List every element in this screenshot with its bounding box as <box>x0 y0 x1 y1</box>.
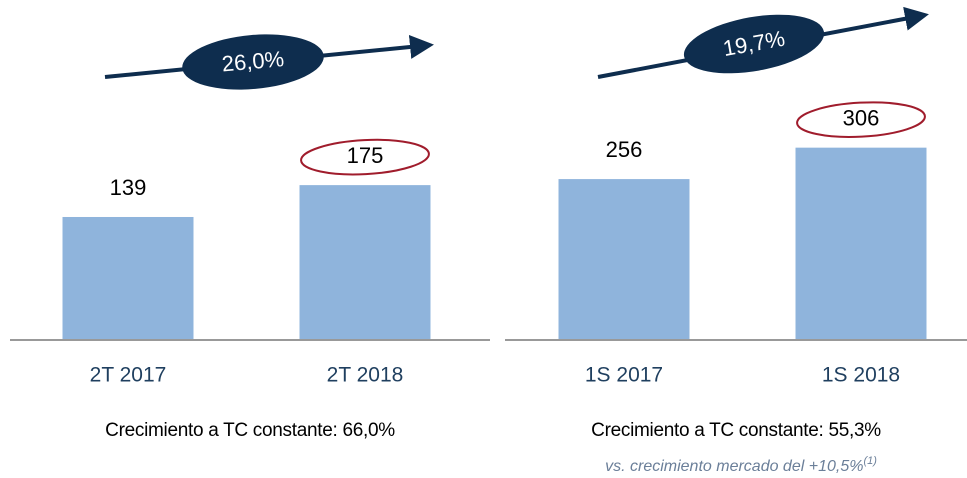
value-label: 306 <box>843 105 880 130</box>
growth-badge <box>683 14 825 74</box>
footnote-text: vs. crecimiento mercado del +10,5% <box>605 458 863 475</box>
footnote-superscript: (1) <box>863 455 877 467</box>
value-label: 256 <box>606 137 643 162</box>
x-tick-label: 1S 2017 <box>585 364 663 387</box>
highlight-circle <box>300 138 430 176</box>
bar <box>299 185 431 340</box>
bar <box>62 216 194 340</box>
footnote: vs. crecimiento mercado del +10,5%(1) <box>605 455 877 475</box>
growth-badge <box>182 34 324 90</box>
value-label: 175 <box>347 143 384 168</box>
x-tick-label: 2T 2018 <box>327 364 404 387</box>
footer: Crecimiento a TC constante: 55,3% <box>591 420 881 441</box>
x-tick-label: 1S 2018 <box>822 364 900 387</box>
footer: Crecimiento a TC constante: 66,0% <box>105 420 395 441</box>
value-label: 139 <box>110 175 147 200</box>
growth-label: 26,0% <box>221 46 285 76</box>
bar <box>795 147 927 340</box>
x-tick-label: 2T 2017 <box>90 364 167 387</box>
bar <box>558 179 690 340</box>
highlight-circle <box>796 101 926 138</box>
